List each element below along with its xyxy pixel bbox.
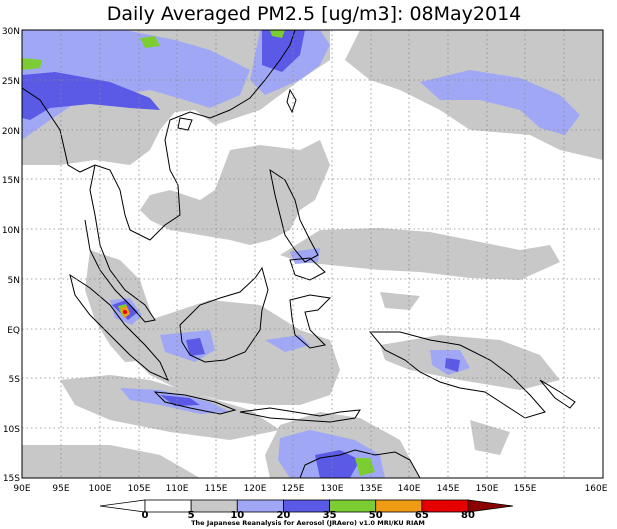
lon-label-150e: 150E	[476, 484, 499, 494]
lat-label-15n: 15N	[2, 176, 20, 186]
lon-label-135e: 135E	[360, 484, 383, 494]
colorbar-label: 5	[188, 510, 195, 521]
lon-label-110e: 110E	[166, 484, 189, 494]
lon-label-115e: 115E	[205, 484, 228, 494]
colorbar-arrow-low	[99, 499, 146, 513]
colorbar-label: 0	[142, 510, 149, 521]
lat-label-30n: 30N	[2, 27, 20, 37]
lon-label-140e: 140E	[398, 484, 421, 494]
latitude-labels: 30N 25N 20N 15N 10N 5N EQ 5S 10S 15S	[2, 27, 20, 484]
lat-label-10s: 10S	[3, 425, 20, 435]
lon-label-100e: 100E	[89, 484, 112, 494]
lon-label-95e: 95E	[52, 484, 69, 494]
lat-label-10n: 10N	[2, 226, 20, 236]
credit-text: The Japanese Reanalysis for Aerosol (JRA…	[191, 519, 425, 527]
lon-label-145e: 145E	[437, 484, 460, 494]
lat-label-5n: 5N	[8, 276, 20, 286]
colorbar-arrow-high	[467, 499, 514, 513]
lon-label-125e: 125E	[282, 484, 305, 494]
lat-label-25n: 25N	[2, 77, 20, 87]
colorbar-label: 35	[323, 510, 337, 521]
longitude-labels: 90E 95E 100E 105E 110E 115E 120E 125E 13…	[13, 484, 607, 494]
lat-label-5s: 5S	[9, 375, 21, 385]
lat-label-20n: 20N	[2, 127, 20, 137]
map-frame	[21, 29, 604, 479]
pm25-hotspot	[120, 306, 130, 318]
colorbar-label: 20	[276, 510, 290, 521]
colorbar-label: 50	[369, 510, 383, 521]
lon-label-120e: 120E	[244, 484, 267, 494]
map-title: Daily Averaged PM2.5 [ug/m3]: 08May2014	[107, 3, 522, 25]
colorbar-label: 65	[415, 510, 429, 521]
lon-label-90e: 90E	[13, 484, 30, 494]
lat-label-15s: 15S	[3, 474, 20, 484]
lon-label-130e: 130E	[321, 484, 344, 494]
colorbar: 0 5 10 20 35 50 65 80	[99, 499, 514, 521]
lon-label-160e: 160E	[585, 484, 608, 494]
lon-label-105e: 105E	[128, 484, 151, 494]
lat-label-eq: EQ	[7, 326, 20, 336]
colorbar-label: 10	[230, 510, 244, 521]
map-field	[21, 29, 604, 479]
colorbar-box	[144, 499, 192, 513]
colorbar-label: 80	[461, 510, 475, 521]
lon-label-155e: 155E	[514, 484, 537, 494]
